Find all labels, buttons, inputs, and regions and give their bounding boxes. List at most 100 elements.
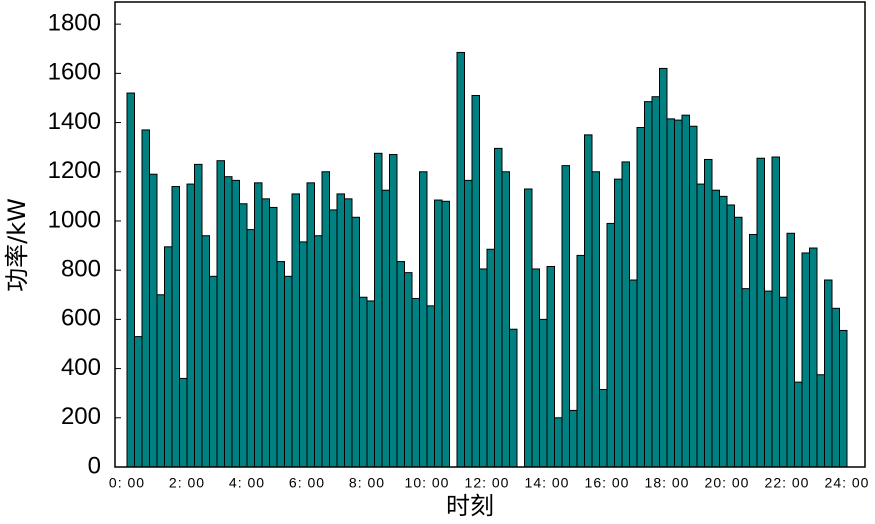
bar [779, 296, 788, 468]
bar [171, 186, 180, 468]
y-axis-label: 功率/kW [3, 198, 31, 292]
bar [396, 261, 405, 468]
bar [291, 193, 300, 468]
bar [216, 160, 225, 468]
bar [681, 114, 690, 468]
y-tick-label: 0 [88, 452, 101, 479]
bar [344, 198, 353, 468]
bar [201, 235, 210, 468]
bar [479, 268, 488, 468]
bar [351, 216, 360, 468]
bar [666, 118, 675, 468]
x-tick-label: 8: 00 [349, 475, 385, 491]
bar [801, 252, 810, 468]
bar [606, 222, 615, 468]
bar [771, 156, 780, 468]
bar [426, 305, 435, 468]
bar [374, 152, 383, 468]
bar [486, 248, 495, 468]
bar [419, 171, 428, 468]
bar [554, 417, 563, 468]
bar [336, 193, 345, 468]
bar [224, 176, 233, 468]
bar [434, 199, 443, 468]
bar [546, 265, 555, 468]
x-tick-label: 22: 00 [765, 475, 810, 491]
bar [239, 203, 248, 468]
bar [306, 182, 315, 468]
x-axis-label: 时刻 [446, 492, 494, 520]
x-tick-label: 4: 00 [229, 475, 265, 491]
x-tick-label: 20: 00 [705, 475, 750, 491]
bar [314, 235, 323, 468]
bar [329, 209, 338, 468]
y-tick-label: 1800 [48, 9, 101, 36]
bar [179, 377, 188, 468]
y-tick-label: 800 [61, 256, 101, 283]
bar [621, 161, 630, 468]
y-tick-label: 1200 [48, 157, 101, 184]
bar [599, 389, 608, 468]
bar [276, 261, 285, 468]
bar [254, 182, 263, 468]
x-tick-label: 2: 00 [169, 475, 205, 491]
bar [831, 307, 840, 468]
bar [711, 189, 720, 468]
bar [719, 195, 728, 468]
bar [284, 275, 293, 468]
bar [584, 134, 593, 468]
x-tick-label: 16: 00 [585, 475, 630, 491]
bar [794, 381, 803, 468]
bar [636, 126, 645, 468]
bar [464, 179, 473, 468]
bar [141, 129, 150, 468]
bar [726, 204, 735, 468]
bar [149, 173, 158, 468]
x-tick-label: 0: 00 [109, 475, 145, 491]
bar [689, 125, 698, 468]
bar [299, 241, 308, 468]
bar [411, 297, 420, 468]
y-tick-label: 600 [61, 305, 101, 332]
bar [494, 147, 503, 468]
bar [471, 94, 480, 468]
bar [404, 272, 413, 468]
bar [839, 329, 848, 468]
x-tick-label: 24: 00 [825, 475, 870, 491]
bar [644, 101, 653, 468]
bar [569, 409, 578, 468]
y-tick-label: 400 [61, 354, 101, 381]
bar [164, 246, 173, 468]
bar [576, 254, 585, 468]
plot-frame [114, 1, 866, 468]
bar [749, 234, 758, 468]
x-tick-label: 18: 00 [645, 475, 690, 491]
bar [509, 328, 518, 468]
bar [389, 154, 398, 468]
y-tick-label: 1400 [48, 108, 101, 135]
bar [756, 157, 765, 468]
bar [209, 275, 218, 468]
bar [659, 67, 668, 468]
bar [824, 279, 833, 468]
y-tick-label: 1600 [48, 59, 101, 86]
bar [809, 247, 818, 468]
x-tick-label: 12: 00 [465, 475, 510, 491]
bar [501, 171, 510, 468]
bar [786, 232, 795, 468]
bar [614, 178, 623, 468]
bar [539, 318, 548, 468]
bar [359, 296, 368, 468]
x-tick-label: 6: 00 [289, 475, 325, 491]
bar [231, 179, 240, 468]
bar [674, 119, 683, 468]
bar [524, 188, 533, 468]
bar [531, 268, 540, 468]
bar [741, 288, 750, 468]
bar [194, 163, 203, 468]
bar [696, 183, 705, 468]
bar [186, 183, 195, 468]
x-tick-label: 14: 00 [525, 475, 570, 491]
bar [591, 171, 600, 468]
